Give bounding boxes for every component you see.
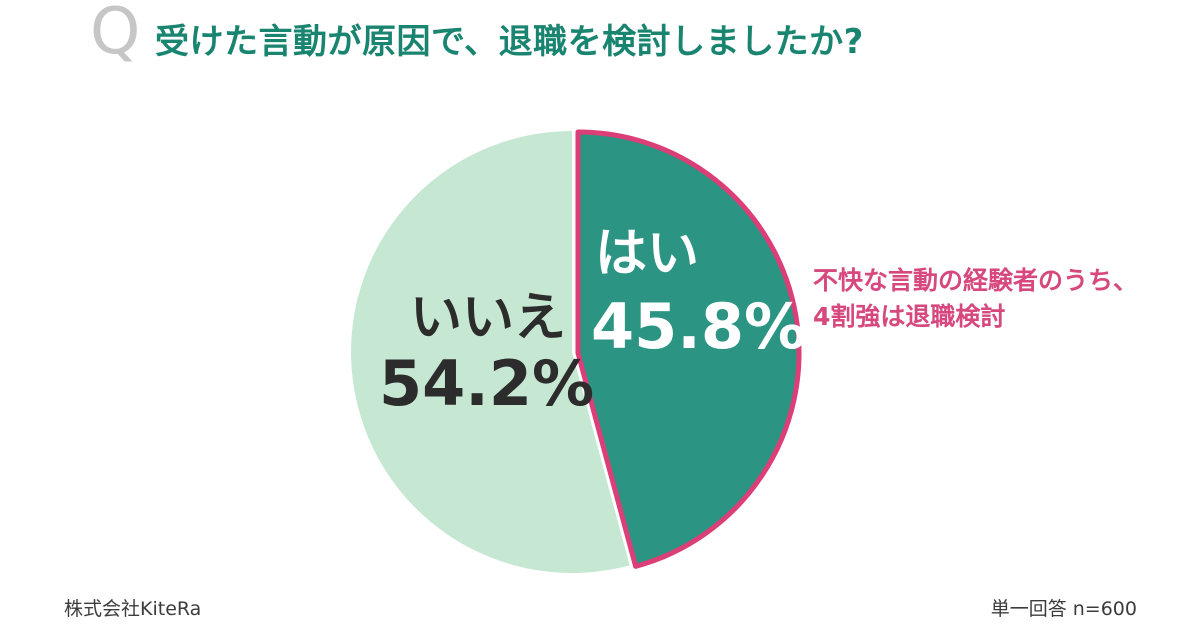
pie-value-no: 54.2%	[379, 347, 595, 420]
pie-slice-1	[351, 131, 630, 573]
source-company: 株式会社KiteRa	[64, 598, 202, 620]
pie-value-yes: 45.8%	[591, 290, 807, 363]
pie-label-yes: はい	[595, 224, 700, 284]
pie-label-no: いいえ	[410, 288, 567, 348]
annotation: 不快な言動の経験者のうち、 4割強は退職検討	[813, 263, 1138, 335]
question-mark-icon: Q	[90, 0, 141, 69]
survey-note: 単一回答 n=600	[990, 598, 1137, 620]
pie-slice-0	[575, 129, 802, 569]
annotation-line-2: 4割強は退職検討	[813, 302, 1006, 331]
page-title: 受けた言動が原因で、退職を検討しましたか?	[155, 22, 864, 62]
annotation-line-1: 不快な言動の経験者のうち、	[813, 266, 1139, 295]
